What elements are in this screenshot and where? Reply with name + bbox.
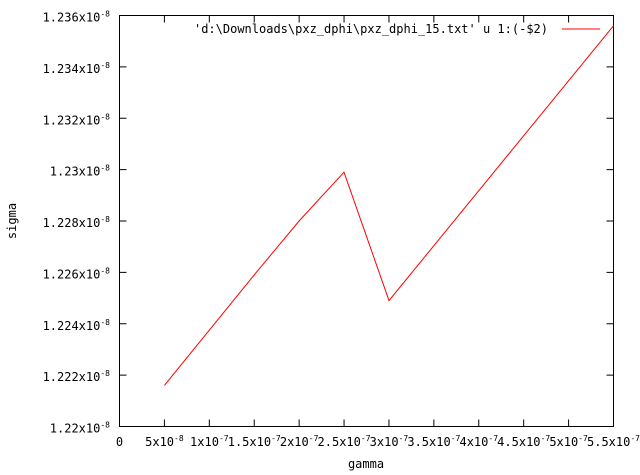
x-tick-label-mantissa: 3x10 [370, 435, 399, 449]
x-tick-label-exponent: -7 [219, 434, 229, 443]
x-tick-label-mantissa: 5x10 [145, 435, 174, 449]
y-tick-label-exponent: -8 [100, 266, 110, 275]
y-tick-label-mantissa: 1.232x10 [43, 113, 101, 127]
x-tick-label-mantissa: 2x10 [280, 435, 309, 449]
x-tick-label: 3x10-7 [370, 434, 409, 449]
axis-ticks [119, 15, 614, 427]
y-tick-label-exponent: -8 [100, 164, 110, 173]
y-tick-label-exponent: -8 [100, 112, 110, 121]
y-tick-label-mantissa: 1.22x10 [50, 422, 101, 436]
y-tick-label: 1.222x10-8 [43, 369, 111, 384]
x-tick-label-mantissa: 4x10 [459, 435, 488, 449]
y-tick-label-exponent: -8 [100, 10, 110, 19]
x-tick-label-exponent: -7 [361, 434, 371, 443]
x-tick-label: 3.5x10-7 [407, 434, 460, 449]
x-tick-label: 5x10-7 [549, 434, 588, 449]
x-tick-label-exponent: -7 [541, 434, 551, 443]
x-tick-label: 5x10-8 [145, 434, 184, 449]
y-tick-label-mantissa: 1.236x10 [43, 11, 101, 25]
x-tick-label-mantissa: 3.5x10 [407, 435, 450, 449]
y-tick-label-mantissa: 1.23x10 [50, 165, 101, 179]
y-tick-label-exponent: -8 [100, 215, 110, 224]
y-tick-label-mantissa: 1.224x10 [43, 319, 101, 333]
x-axis-title: gamma [348, 457, 384, 471]
x-tick-label-exponent: -7 [488, 434, 498, 443]
x-tick-label-exponent: -7 [399, 434, 409, 443]
x-tick-label-mantissa: 4.5x10 [497, 435, 540, 449]
x-tick-label-mantissa: 2.5x10 [318, 435, 361, 449]
y-tick-label-exponent: -8 [100, 421, 110, 430]
y-tick-label-exponent: -8 [100, 369, 110, 378]
y-tick-label-exponent: -8 [100, 318, 110, 327]
x-tick-label-exponent: -7 [578, 434, 588, 443]
y-tick-label: 1.224x10-8 [43, 318, 111, 333]
x-tick-label-exponent: -7 [630, 434, 640, 443]
x-tick-label-exponent: -7 [451, 434, 461, 443]
y-tick-label: 1.226x10-8 [43, 266, 111, 281]
y-tick-label-mantissa: 1.222x10 [43, 370, 101, 384]
y-tick-label: 1.228x10-8 [43, 215, 111, 230]
x-tick-label: 4.5x10-7 [497, 434, 550, 449]
y-tick-label-mantissa: 1.226x10 [43, 267, 101, 281]
y-tick-label: 1.236x10-8 [43, 10, 111, 25]
y-tick-label-mantissa: 1.234x10 [43, 62, 101, 76]
x-tick-label: 4x10-7 [459, 434, 498, 449]
plot-frame [119, 15, 614, 427]
x-tick-label-mantissa: 5x10 [549, 435, 578, 449]
legend: 'd:\Downloads\pxz_dphi\pxz_dphi_15.txt' … [194, 22, 600, 36]
y-tick-label: 1.22x10-8 [50, 421, 110, 436]
axis-tick-labels: 0 5x10-8 1x10-7 1.5x10-7 2x10-7 2.5x10-7 3x10-… [43, 10, 640, 450]
x-tick-label: 2.5x10-7 [318, 434, 371, 449]
y-tick-label: 1.23x10-8 [50, 164, 110, 179]
x-tick-label: 0 [116, 435, 123, 449]
series-group [164, 25, 614, 386]
x-tick-label: 5.5x10-7 [587, 434, 640, 449]
x-tick-label-exponent: -7 [271, 434, 281, 443]
y-tick-label: 1.232x10-8 [43, 112, 111, 127]
x-tick-label-mantissa: 5.5x10 [587, 435, 630, 449]
x-tick-label: 2x10-7 [280, 434, 319, 449]
legend-label: 'd:\Downloads\pxz_dphi\pxz_dphi_15.txt' … [194, 22, 548, 36]
y-tick-label-mantissa: 1.228x10 [43, 216, 101, 230]
x-tick-label-mantissa: 0 [116, 435, 123, 449]
x-tick-label-exponent: -8 [174, 434, 184, 443]
x-tick-label-mantissa: 1x10 [190, 435, 219, 449]
x-tick-label: 1.5x10-7 [228, 434, 281, 449]
x-tick-label: 1x10-7 [190, 434, 229, 449]
y-tick-label: 1.234x10-8 [43, 61, 111, 76]
x-tick-label-exponent: -7 [309, 434, 319, 443]
y-tick-label-exponent: -8 [100, 61, 110, 70]
series-line [164, 25, 614, 386]
y-axis-title: sigma [5, 203, 19, 239]
x-tick-label-mantissa: 1.5x10 [228, 435, 271, 449]
